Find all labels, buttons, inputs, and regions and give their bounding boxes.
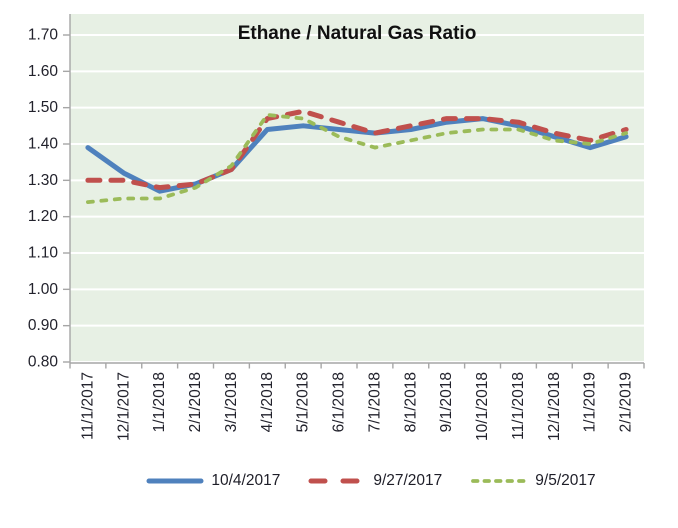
legend-label: 9/27/2017 bbox=[373, 472, 443, 489]
x-axis-label: 5/1/2018 bbox=[295, 372, 312, 432]
legend-swatch bbox=[471, 479, 528, 483]
x-axis-label: 2/1/2019 bbox=[618, 372, 635, 432]
legend-label: 10/4/2017 bbox=[211, 472, 281, 489]
x-axis-label: 4/1/2018 bbox=[259, 372, 276, 432]
x-axis-label: 2/1/2018 bbox=[187, 372, 204, 432]
x-axis-label: 6/1/2018 bbox=[331, 372, 348, 432]
legend-item: 9/27/2017 bbox=[308, 472, 442, 490]
y-axis-label: 1.30 bbox=[28, 172, 59, 189]
line-chart: 1.70 1.60 1.50 1.40 1.30 1.20 1.10 1.00 0.90 0.80… bbox=[28, 14, 645, 441]
y-axis-label: 0.80 bbox=[28, 354, 59, 371]
x-axis-label: 10/1/2018 bbox=[474, 372, 491, 441]
legend-item: 9/5/2017 bbox=[470, 472, 596, 490]
x-axis-label: 11/1/2017 bbox=[79, 372, 96, 440]
y-axis-label: 1.60 bbox=[28, 63, 59, 80]
legend-item: 10/4/2017 bbox=[146, 472, 280, 490]
x-axis-label: 12/1/2017 bbox=[115, 372, 132, 441]
y-axis-label: 1.50 bbox=[28, 99, 59, 116]
y-axis-label: 0.90 bbox=[28, 317, 59, 334]
legend-swatch bbox=[308, 478, 366, 484]
x-axis-label: 12/1/2018 bbox=[546, 372, 563, 441]
y-axis-label: 1.00 bbox=[28, 281, 59, 298]
y-axis-label: 1.20 bbox=[28, 208, 59, 225]
y-axis-label: 1.40 bbox=[28, 136, 59, 153]
x-axis-label: 1/1/2018 bbox=[151, 372, 168, 432]
y-axis-label: 1.10 bbox=[28, 245, 59, 262]
series-line-1 bbox=[85, 108, 629, 191]
x-axis-label: 3/1/2018 bbox=[223, 372, 240, 432]
x-axis-label: 9/1/2018 bbox=[438, 372, 455, 432]
legend-label: 9/5/2017 bbox=[535, 472, 596, 489]
y-axis-label: 1.70 bbox=[28, 27, 59, 44]
x-axis-label: 11/1/2018 bbox=[510, 372, 527, 440]
legend: 10/4/2017 9/27/2017 9/5/2017 bbox=[64, 468, 678, 494]
x-axis-label: 7/1/2018 bbox=[366, 372, 383, 432]
x-axis-label: 8/1/2018 bbox=[402, 372, 419, 432]
legend-swatch bbox=[146, 478, 204, 484]
x-axis-label: 1/1/2019 bbox=[582, 372, 599, 432]
series-line-2 bbox=[86, 113, 628, 205]
